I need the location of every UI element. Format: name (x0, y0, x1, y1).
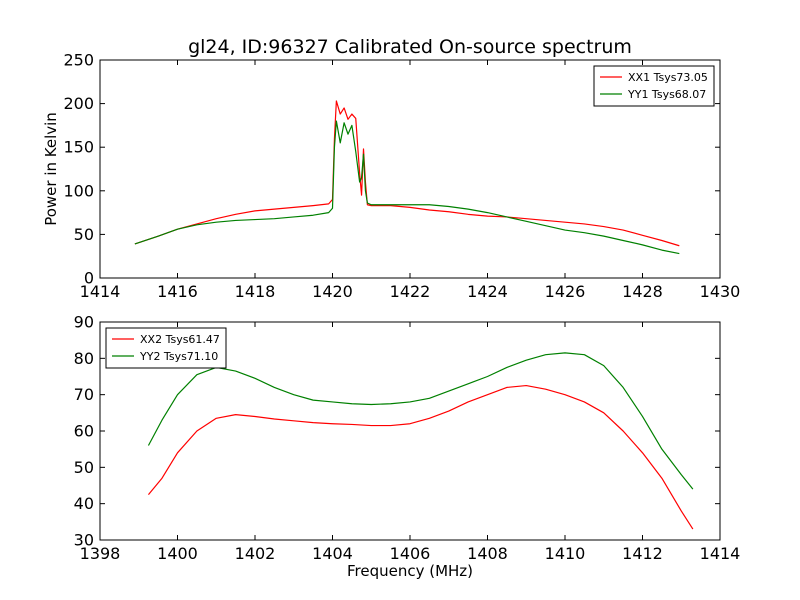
y-tick-label: 90 (74, 313, 94, 332)
y-tick-label: 60 (74, 422, 94, 441)
legend-label-2: YY1 Tsys68.07 (627, 88, 706, 101)
x-tick-label: 1420 (312, 282, 353, 301)
y-tick-label: 30 (74, 531, 94, 550)
x-tick-label: 1398 (80, 544, 121, 563)
x-tick-label: 1414 (80, 282, 121, 301)
x-tick-label: 1400 (157, 544, 198, 563)
x-tick-label: 1412 (622, 544, 663, 563)
y-tick-label: 80 (74, 349, 94, 368)
series-line-2 (134, 120, 680, 255)
x-tick-label: 1426 (545, 282, 586, 301)
x-tick-label: 1414 (700, 544, 741, 563)
y-axis-label: Power in Kelvin (42, 112, 60, 226)
spectrum-panel-1: 1414 1416 1418 1420 1422 1424 1426 1428 1430 0 50 1… (42, 51, 740, 302)
series-line-2 (147, 352, 694, 490)
x-tick-label: 1406 (390, 544, 431, 563)
x-tick-label: 1430 (700, 282, 741, 301)
x-tick-label: 1410 (545, 544, 586, 563)
y-tick-label: 50 (74, 225, 94, 244)
y-tick-label: 0 (84, 269, 94, 288)
y-tick-label: 50 (74, 458, 94, 477)
legend-label-1: XX2 Tsys61.47 (140, 333, 220, 346)
x-axis-label: Frequency (MHz) (347, 562, 473, 580)
y-tick-label: 150 (63, 138, 94, 157)
x-tick-label: 1408 (467, 544, 508, 563)
x-tick-label: 1428 (622, 282, 663, 301)
x-tick-label: 1424 (467, 282, 508, 301)
x-tick-label: 1418 (235, 282, 276, 301)
legend-label-2: YY2 Tsys71.10 (139, 350, 218, 363)
x-tick-label: 1404 (312, 544, 353, 563)
y-tick-label: 70 (74, 385, 94, 404)
series-line-1 (147, 384, 694, 530)
y-tick-label: 100 (63, 181, 94, 200)
x-tick-label: 1402 (235, 544, 276, 563)
series-line-1 (134, 100, 680, 247)
spectrum-panel-2: 1398 1400 1402 1404 1406 1408 1410 1412 1414 30 40… (74, 313, 741, 581)
x-tick-label: 1416 (157, 282, 198, 301)
legend-label-1: XX1 Tsys73.05 (628, 71, 708, 84)
x-tick-label: 1422 (390, 282, 431, 301)
y-tick-label: 40 (74, 494, 94, 513)
y-tick-label: 200 (63, 94, 94, 113)
legend-box (593, 65, 715, 107)
legend-box (105, 327, 227, 369)
y-tick-label: 250 (63, 51, 94, 70)
chart-title: gl24, ID:96327 Calibrated On-source spec… (188, 36, 632, 58)
